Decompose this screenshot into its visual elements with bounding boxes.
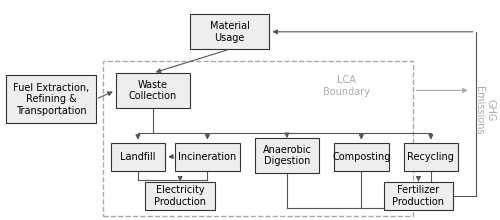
Text: Fertilizer
Production: Fertilizer Production (392, 185, 444, 207)
Text: Anaerobic
Digestion: Anaerobic Digestion (262, 145, 312, 166)
Text: Recycling: Recycling (408, 152, 455, 162)
Text: Fuel Extraction,
Refining &
Transportation: Fuel Extraction, Refining & Transportati… (13, 82, 89, 116)
Text: Material
Usage: Material Usage (210, 21, 250, 43)
FancyBboxPatch shape (254, 138, 319, 173)
FancyBboxPatch shape (116, 73, 190, 108)
FancyBboxPatch shape (404, 143, 458, 171)
FancyBboxPatch shape (6, 75, 96, 123)
Text: GHG
Emissions: GHG Emissions (474, 86, 496, 134)
Text: Landfill: Landfill (120, 152, 156, 162)
Text: LCA
Boundary: LCA Boundary (323, 75, 370, 97)
FancyBboxPatch shape (175, 143, 240, 171)
FancyBboxPatch shape (110, 143, 165, 171)
FancyBboxPatch shape (190, 15, 270, 49)
FancyBboxPatch shape (334, 143, 388, 171)
Text: Incineration: Incineration (178, 152, 236, 162)
Text: Waste
Collection: Waste Collection (128, 80, 177, 101)
FancyBboxPatch shape (146, 182, 215, 210)
FancyBboxPatch shape (384, 182, 453, 210)
Text: Electricity
Production: Electricity Production (154, 185, 206, 207)
Text: Composting: Composting (332, 152, 390, 162)
